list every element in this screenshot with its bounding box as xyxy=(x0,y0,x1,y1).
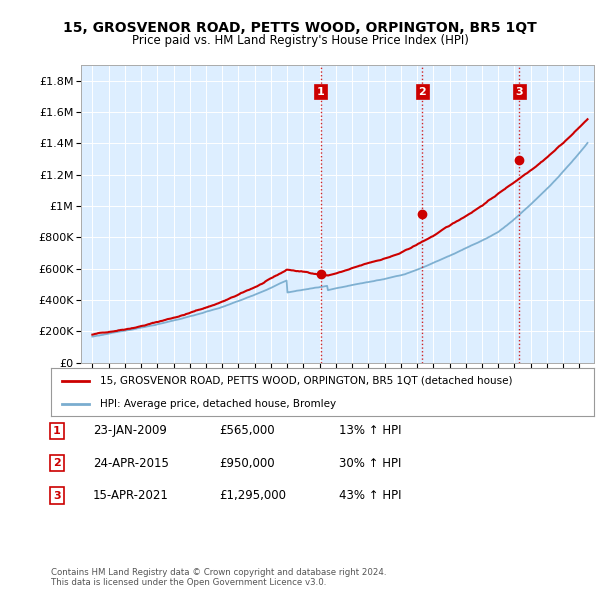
Text: £565,000: £565,000 xyxy=(219,424,275,437)
Text: HPI: Average price, detached house, Bromley: HPI: Average price, detached house, Brom… xyxy=(100,399,336,409)
Text: Price paid vs. HM Land Registry's House Price Index (HPI): Price paid vs. HM Land Registry's House … xyxy=(131,34,469,47)
Text: £1,295,000: £1,295,000 xyxy=(219,489,286,502)
Text: 30% ↑ HPI: 30% ↑ HPI xyxy=(339,457,401,470)
Text: 15, GROSVENOR ROAD, PETTS WOOD, ORPINGTON, BR5 1QT (detached house): 15, GROSVENOR ROAD, PETTS WOOD, ORPINGTO… xyxy=(100,376,512,386)
Text: 23-JAN-2009: 23-JAN-2009 xyxy=(93,424,167,437)
Text: £950,000: £950,000 xyxy=(219,457,275,470)
Text: 3: 3 xyxy=(515,87,523,97)
Text: 1: 1 xyxy=(53,426,61,435)
Text: 15, GROSVENOR ROAD, PETTS WOOD, ORPINGTON, BR5 1QT: 15, GROSVENOR ROAD, PETTS WOOD, ORPINGTO… xyxy=(63,21,537,35)
Text: 1: 1 xyxy=(317,87,325,97)
Text: 15-APR-2021: 15-APR-2021 xyxy=(93,489,169,502)
Text: 2: 2 xyxy=(418,87,426,97)
Text: Contains HM Land Registry data © Crown copyright and database right 2024.
This d: Contains HM Land Registry data © Crown c… xyxy=(51,568,386,587)
Text: 2: 2 xyxy=(53,458,61,468)
Text: 43% ↑ HPI: 43% ↑ HPI xyxy=(339,489,401,502)
Text: 13% ↑ HPI: 13% ↑ HPI xyxy=(339,424,401,437)
Text: 24-APR-2015: 24-APR-2015 xyxy=(93,457,169,470)
Text: 3: 3 xyxy=(53,491,61,500)
